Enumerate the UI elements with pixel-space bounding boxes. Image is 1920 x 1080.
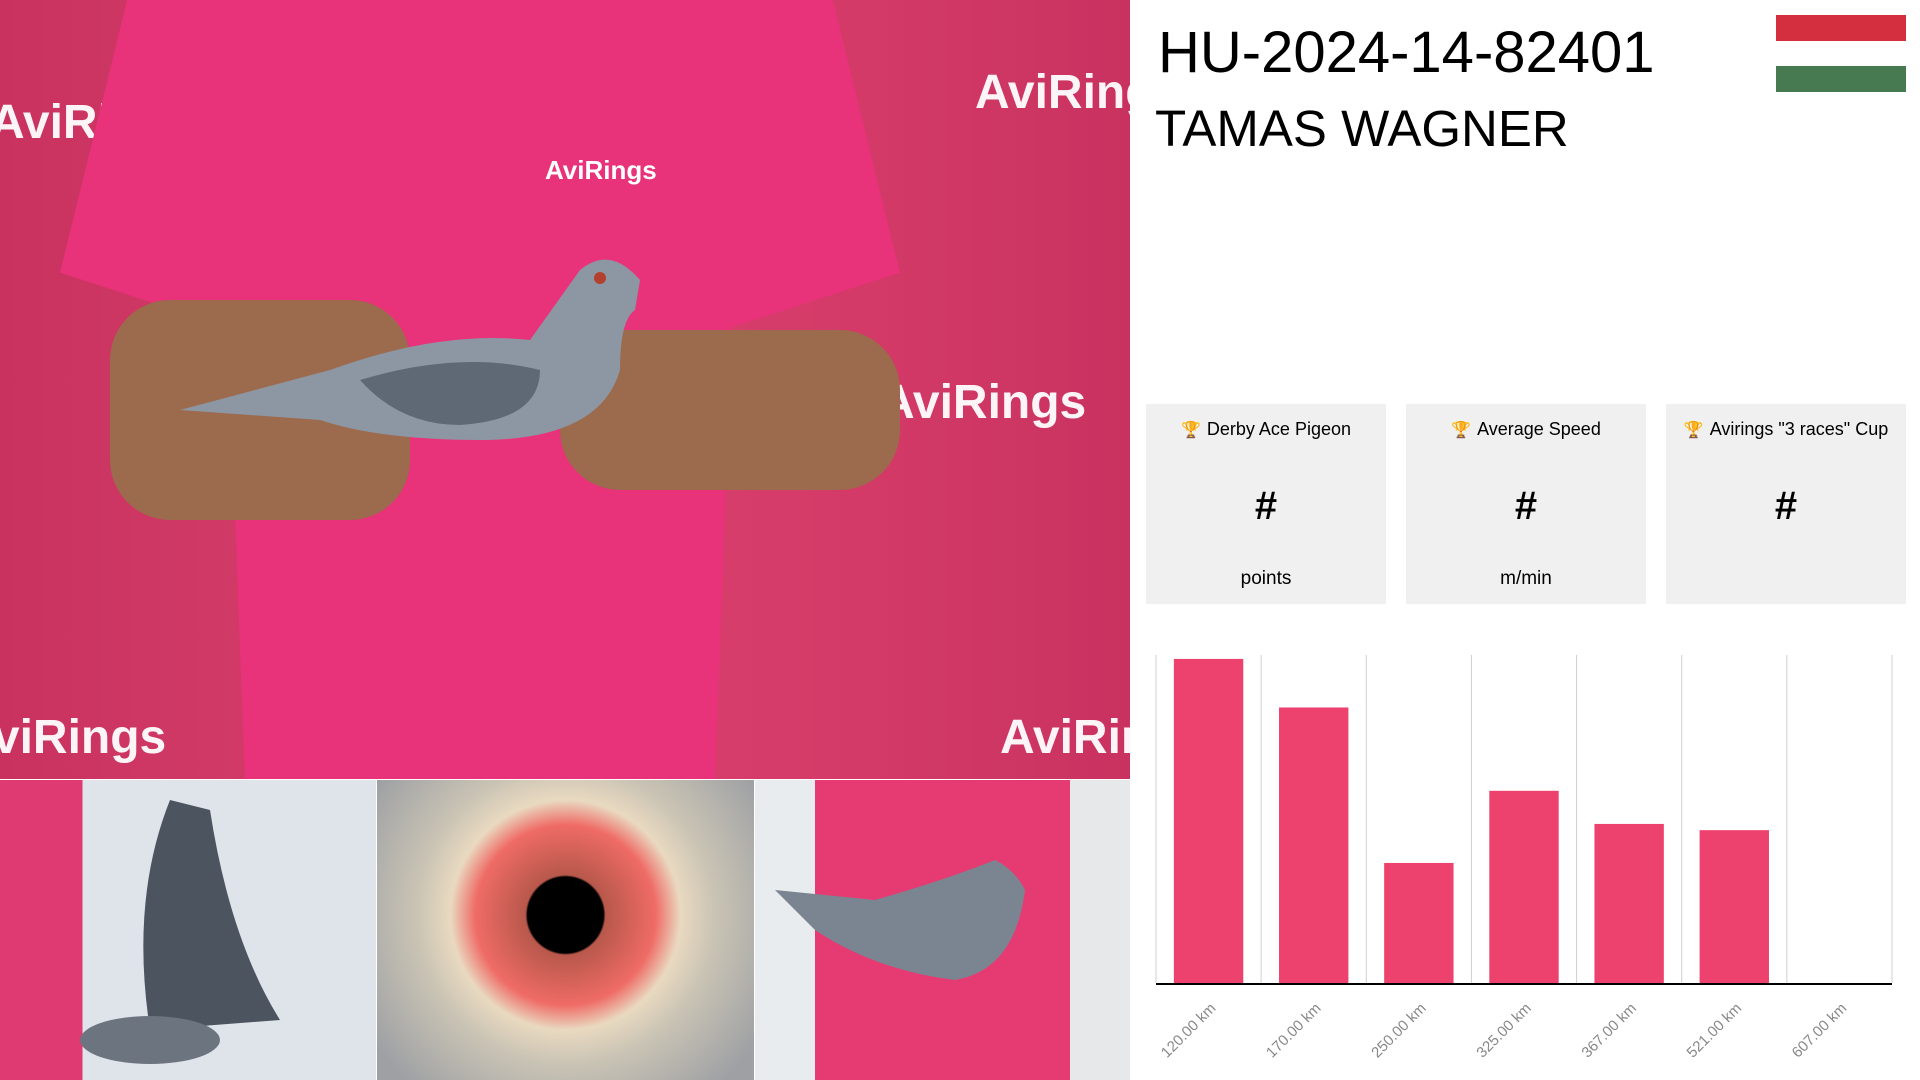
card-average-speed: 🏆 Average Speed # m/min	[1406, 404, 1646, 604]
x-tick-label: 607.00 km	[1789, 1000, 1851, 1062]
card-title: Derby Ace Pigeon	[1206, 419, 1351, 439]
x-tick-label: 120.00 km	[1158, 1000, 1220, 1062]
card-derby-ace-pigeon: 🏆 Derby Ace Pigeon # points	[1146, 404, 1386, 604]
spread-wing-image	[80, 800, 280, 1064]
x-tick-label: 250.00 km	[1368, 1000, 1430, 1062]
card-unit: m/min	[1500, 568, 1552, 589]
shirt-logo: AviRings	[545, 155, 657, 185]
bar	[1594, 823, 1664, 983]
ring-number-title: HU-2024-14-82401	[1158, 20, 1655, 85]
flag-stripe-white	[1776, 40, 1906, 67]
wall-logo: AviRings	[0, 711, 167, 764]
x-tick-label: 367.00 km	[1578, 1000, 1640, 1062]
hungary-flag-icon	[1776, 15, 1906, 92]
card-title: Avirings "3 races" Cup	[1709, 419, 1889, 439]
pigeon-held-photo[interactable]	[755, 780, 1130, 1080]
card-unit: points	[1240, 568, 1292, 589]
bar	[1173, 658, 1244, 983]
flag-stripe-red	[1776, 15, 1906, 41]
card-title: Average Speed	[1477, 419, 1601, 439]
x-tick-label: 325.00 km	[1473, 1000, 1535, 1062]
bar	[1699, 830, 1769, 983]
card-value: #	[1774, 484, 1798, 528]
distance-bar-chart: 120.00 km 170.00 km 250.00 km 325.00 km 367.…	[1155, 655, 1893, 1062]
trophy-icon: 🏆	[1180, 422, 1201, 439]
card-value: #	[1514, 484, 1538, 528]
x-tick-label: 521.00 km	[1684, 1000, 1746, 1062]
held-pigeon-image	[775, 860, 1025, 980]
card-value: #	[1254, 484, 1278, 528]
main-pigeon-photo[interactable]: AviRings AviRings AviRings AviRings AviR…	[0, 0, 1130, 779]
wall-logo: AviRings	[1000, 711, 1130, 764]
trophy-icon: 🏆	[1451, 422, 1472, 439]
pigeon-eye-photo[interactable]	[377, 780, 754, 1080]
wall-logo: AviRings	[975, 66, 1130, 119]
pigeon-image	[180, 259, 640, 440]
trophy-icon: 🏆	[1683, 422, 1704, 439]
pigeon-wing-photo[interactable]	[0, 780, 376, 1080]
bar	[1384, 862, 1454, 983]
card-3-races-cup: 🏆 Avirings "3 races" Cup #	[1666, 404, 1906, 604]
bar	[1489, 790, 1559, 983]
owner-name: TAMAS WAGNER	[1155, 100, 1569, 157]
flag-stripe-green	[1776, 66, 1906, 92]
wall-logo: AviRings	[880, 376, 1087, 429]
x-tick-label: 170.00 km	[1263, 1000, 1325, 1062]
bar	[1279, 707, 1349, 983]
